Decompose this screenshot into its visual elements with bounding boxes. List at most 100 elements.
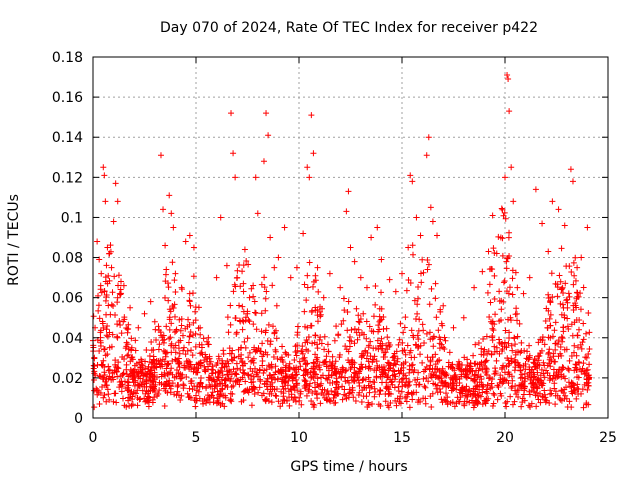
data-point — [545, 334, 552, 341]
data-point — [559, 284, 566, 291]
data-point — [191, 383, 198, 390]
data-point — [190, 244, 197, 251]
data-point — [547, 391, 554, 398]
data-point — [409, 396, 416, 403]
data-point — [282, 368, 289, 375]
data-point — [103, 293, 110, 300]
data-point — [243, 257, 250, 264]
data-point — [386, 365, 393, 372]
data-point — [105, 391, 112, 398]
data-point — [200, 335, 207, 342]
data-point — [348, 326, 355, 333]
data-point — [426, 301, 433, 308]
data-point — [277, 356, 284, 363]
data-point — [404, 391, 411, 398]
data-point — [422, 384, 429, 391]
data-point — [548, 270, 555, 277]
data-point — [574, 264, 581, 271]
data-point — [580, 284, 587, 291]
data-point — [387, 400, 394, 407]
data-point — [557, 300, 564, 307]
data-point — [177, 396, 184, 403]
data-point — [108, 301, 115, 308]
data-point — [389, 372, 396, 379]
data-point — [551, 380, 558, 387]
data-point — [130, 379, 137, 386]
data-point — [355, 318, 362, 325]
data-point — [441, 334, 448, 341]
data-point — [423, 374, 430, 381]
data-point — [296, 397, 303, 404]
data-point — [246, 349, 253, 356]
data-point — [321, 333, 328, 340]
data-point — [271, 264, 278, 271]
data-point — [198, 344, 205, 351]
data-point — [224, 314, 231, 321]
data-point — [351, 325, 358, 332]
data-point — [520, 391, 527, 398]
data-point — [440, 302, 447, 309]
data-point — [103, 311, 110, 318]
data-point — [100, 164, 107, 171]
data-point — [428, 285, 435, 292]
data-point — [506, 329, 513, 336]
data-point — [449, 375, 456, 382]
data-point — [376, 305, 383, 312]
data-point — [103, 326, 110, 333]
data-point — [409, 361, 416, 368]
data-point — [124, 326, 131, 333]
data-point — [283, 373, 290, 380]
data-point — [374, 365, 381, 372]
data-point — [314, 395, 321, 402]
data-point — [376, 391, 383, 398]
data-point — [399, 347, 406, 354]
data-point — [557, 278, 564, 285]
data-point — [513, 310, 520, 317]
data-point — [166, 314, 173, 321]
data-point — [518, 371, 525, 378]
data-point — [404, 383, 411, 390]
data-point — [580, 336, 587, 343]
data-point — [143, 371, 150, 378]
data-point — [213, 274, 220, 281]
data-point — [500, 279, 507, 286]
data-point — [546, 400, 553, 407]
data-point — [148, 359, 155, 366]
data-point — [477, 373, 484, 380]
data-point — [304, 360, 311, 367]
data-point — [124, 352, 131, 359]
data-point — [134, 387, 141, 394]
data-point — [255, 389, 262, 396]
data-point — [487, 318, 494, 325]
data-point — [315, 288, 322, 295]
data-point — [104, 323, 111, 330]
data-point — [103, 375, 110, 382]
data-point — [229, 357, 236, 364]
data-point — [148, 364, 155, 371]
y-tick-label: 0.04 — [52, 331, 83, 347]
data-point — [164, 389, 171, 396]
data-point — [167, 334, 174, 341]
data-point — [470, 404, 477, 411]
data-point — [585, 401, 592, 408]
data-point — [535, 339, 542, 346]
data-point — [214, 373, 221, 380]
data-point — [186, 232, 193, 239]
data-point — [148, 382, 155, 389]
data-point — [115, 282, 122, 289]
data-point — [545, 248, 552, 255]
data-point — [358, 361, 365, 368]
data-point — [314, 264, 321, 271]
data-point — [301, 377, 308, 384]
data-point — [162, 381, 169, 388]
data-point — [518, 339, 525, 346]
data-point — [237, 376, 244, 383]
data-point — [464, 374, 471, 381]
data-point — [434, 232, 441, 239]
data-point — [264, 337, 271, 344]
data-point — [148, 339, 155, 346]
data-point — [236, 262, 243, 269]
data-point — [314, 312, 321, 319]
data-point — [215, 368, 222, 375]
